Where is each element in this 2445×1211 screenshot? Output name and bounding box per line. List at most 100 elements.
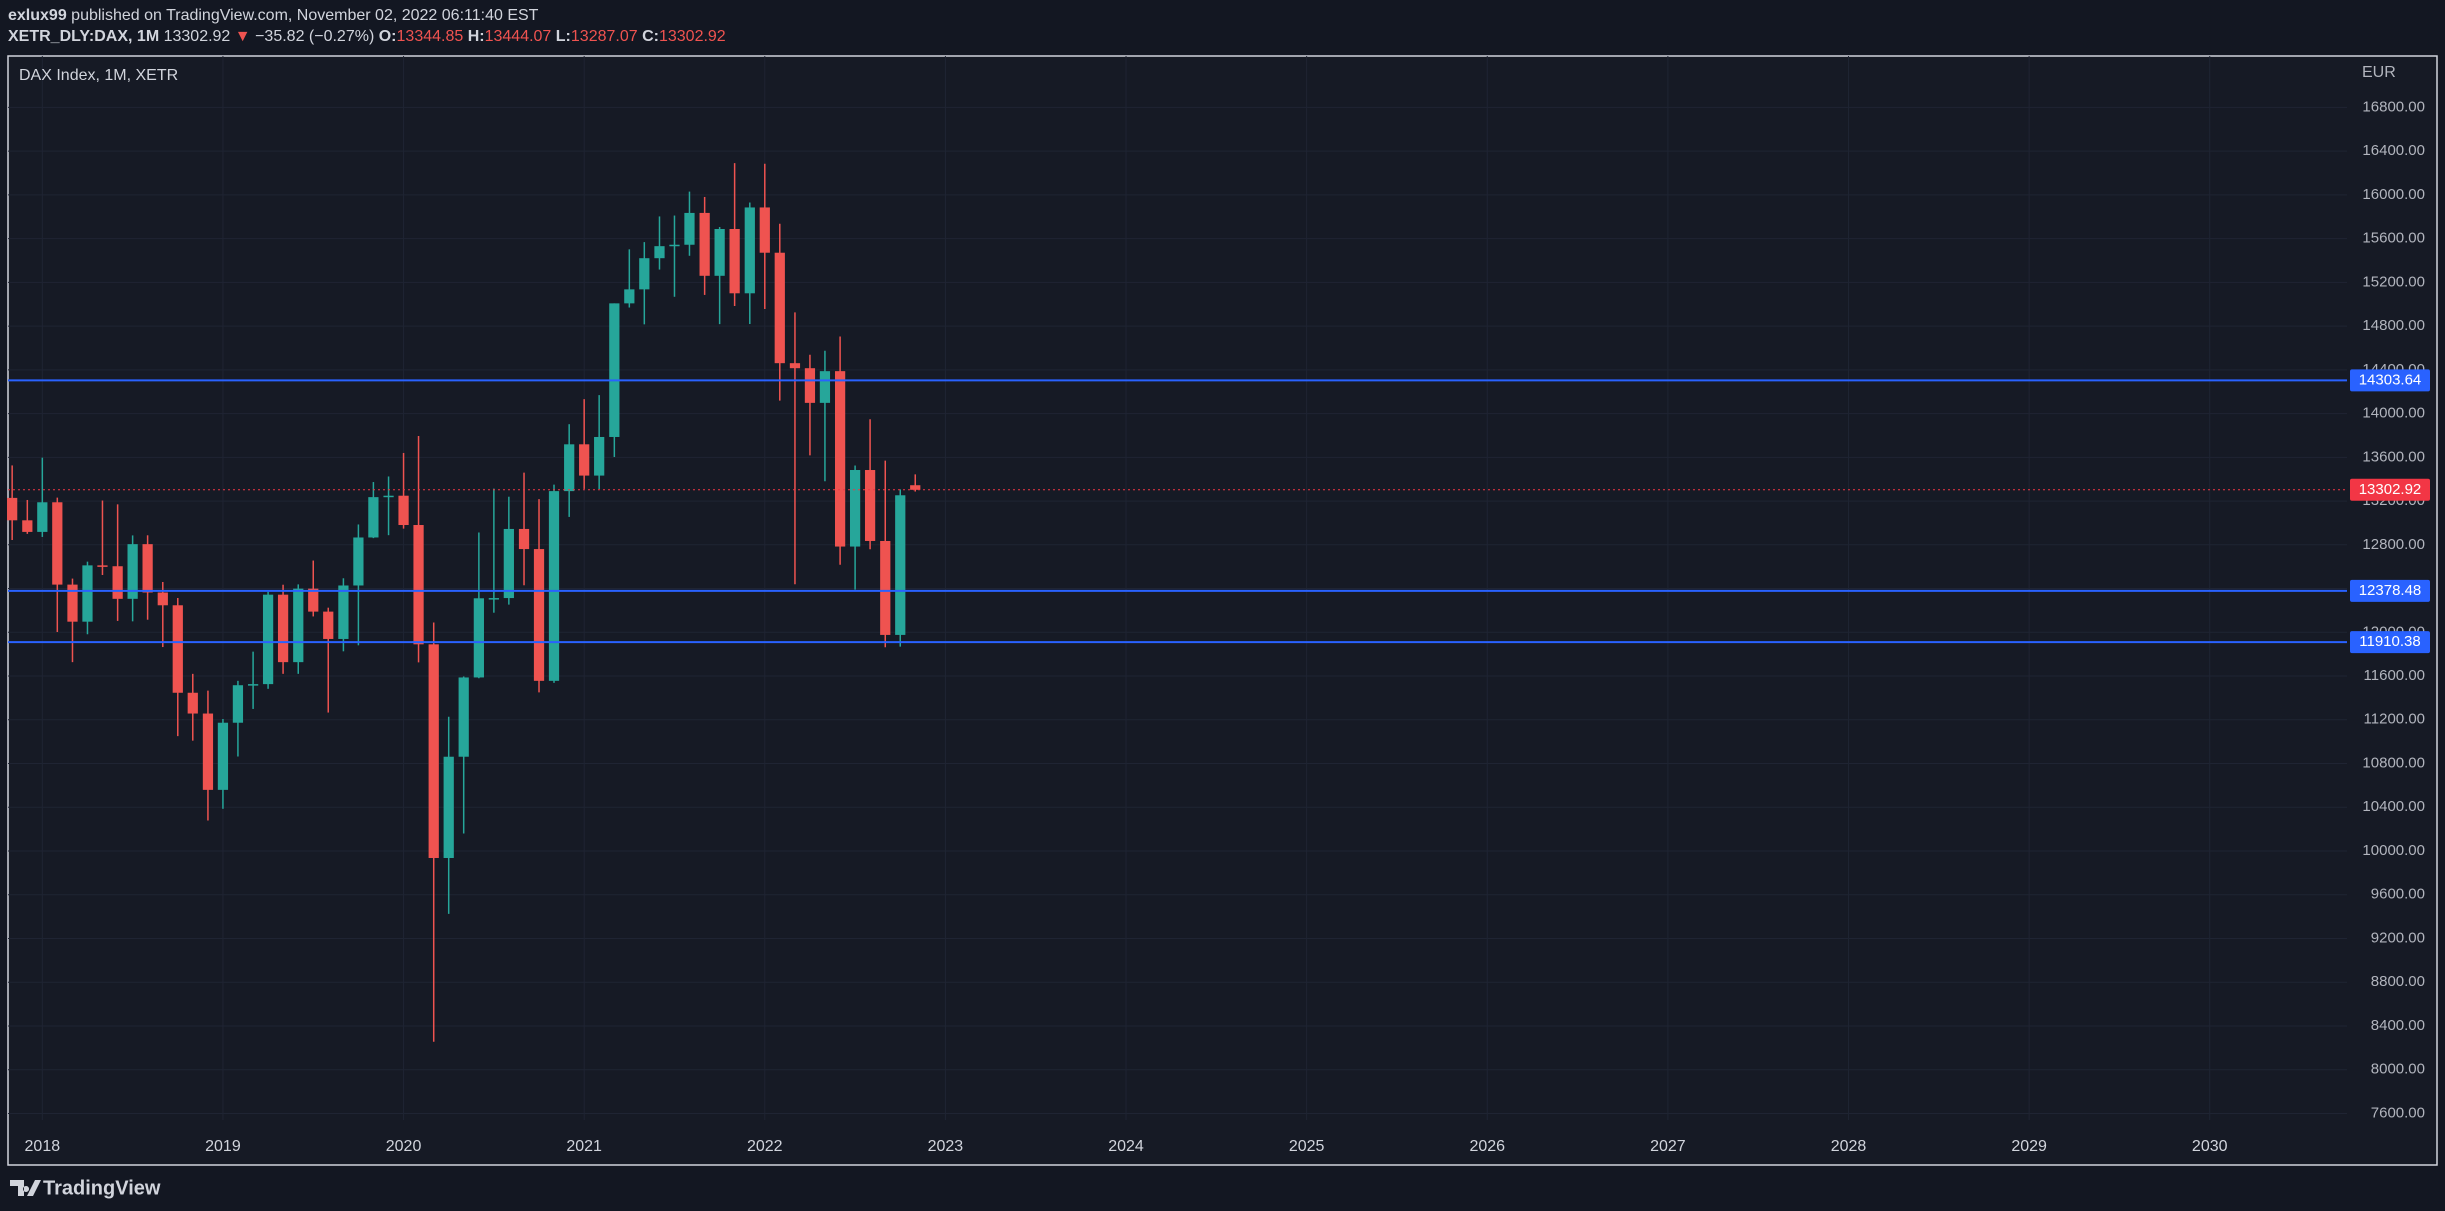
arrow: ▼ <box>235 28 251 45</box>
c-label: C: <box>642 28 659 45</box>
last: 13302.92 <box>164 28 231 45</box>
x-tick-label: 2028 <box>1831 1138 1867 1155</box>
author-name: exlux99 <box>8 7 67 24</box>
change: −35.82 (−0.27%) <box>255 28 374 45</box>
x-tick-label: 2023 <box>928 1138 964 1155</box>
x-tick-label: 2026 <box>1469 1138 1505 1155</box>
horizontal-line-tag <box>2350 369 2430 392</box>
candle-body <box>52 502 63 585</box>
candle-body <box>564 444 575 492</box>
y-tick-label: 9200.00 <box>2371 929 2425 946</box>
author: exlux99 published on TradingView.com, No… <box>8 7 539 24</box>
candle-body <box>293 588 304 663</box>
candle-body <box>247 684 259 686</box>
chart-frame <box>7 55 2438 1166</box>
x-tick-label: 2025 <box>1289 1138 1325 1155</box>
candle-body <box>413 525 424 645</box>
x-tick-label: 2021 <box>566 1138 602 1155</box>
y-tick-label: 16800.00 <box>2362 98 2425 115</box>
price-line-tag <box>2350 478 2430 501</box>
candle-body <box>849 470 861 547</box>
candle-body <box>699 212 710 276</box>
o-label: O: <box>379 28 397 45</box>
candle-body <box>488 598 499 600</box>
candle-body <box>308 588 319 612</box>
low: 13287.07 <box>571 28 638 45</box>
candle-body <box>82 565 93 622</box>
y-tick-label: 9600.00 <box>2371 886 2425 903</box>
candle-body <box>518 528 530 550</box>
candle-body <box>232 685 244 723</box>
y-tick-label: 8000.00 <box>2371 1061 2425 1078</box>
candle-body <box>880 540 891 635</box>
x-tick-label: 2024 <box>1108 1138 1144 1155</box>
candle-body <box>819 371 831 403</box>
candle-body <box>353 537 364 586</box>
y-tick-label: 8800.00 <box>2371 973 2425 990</box>
candle-body <box>262 594 274 685</box>
logo-icon <box>10 1180 41 1196</box>
candle-body <box>338 585 349 639</box>
candle-body <box>669 244 680 247</box>
candle-body <box>368 497 379 538</box>
candle-body <box>548 491 560 681</box>
y-tick-label: 11600.00 <box>2364 667 2425 684</box>
y-tick-label: 12800.00 <box>2362 536 2425 553</box>
candle-body <box>804 368 816 403</box>
candle-body <box>383 495 394 498</box>
brand: TradingView <box>43 1177 161 1199</box>
candle-body <box>744 207 755 294</box>
candle-body <box>864 470 876 541</box>
horizontal-line-label: 14303.64 <box>2359 371 2422 388</box>
candle-body <box>67 584 78 622</box>
h-label: H: <box>468 28 485 45</box>
logo: TradingView <box>10 1177 161 1199</box>
candle-body <box>187 692 198 714</box>
candle-body <box>157 592 168 606</box>
candle-body <box>112 566 123 599</box>
candle-body <box>7 497 18 521</box>
symbol-line: XETR_DLY:DAX, 1M 13302.92 ▼ −35.82 (−0.2… <box>8 28 726 45</box>
y-tick-label: 15200.00 <box>2362 273 2425 290</box>
l-label: L: <box>556 28 571 45</box>
candle-body <box>127 544 138 599</box>
currency: EUR <box>2362 64 2396 81</box>
y-tick-label: 14000.00 <box>2362 405 2425 422</box>
candle-body <box>323 611 334 639</box>
candle-body <box>458 677 469 757</box>
candle-body <box>624 289 635 304</box>
y-tick-label: 13600.00 <box>2362 448 2425 465</box>
candle-body <box>428 644 439 858</box>
horizontal-line-label: 11910.38 <box>2359 633 2420 650</box>
high: 13444.07 <box>485 28 552 45</box>
x-tick-label: 2022 <box>747 1138 783 1155</box>
horizontal-line-tag <box>2350 579 2430 602</box>
candle-body <box>714 228 725 276</box>
y-tick-label: 15600.00 <box>2362 230 2425 247</box>
candle-body <box>22 520 33 532</box>
close: 13302.92 <box>659 28 726 45</box>
plot: 7600.00 8000.00 8400.00 8800.00 9200.00 9600.… <box>7 56 2430 1155</box>
candle-body <box>774 252 785 364</box>
horizontal-line-tag <box>2350 631 2430 654</box>
y-tick-label: 10000.00 <box>2362 842 2425 859</box>
x-tick-label: 2019 <box>205 1138 241 1155</box>
candle-body <box>789 363 801 369</box>
candle-body <box>217 722 229 790</box>
y-tick-label: 8400.00 <box>2371 1017 2425 1034</box>
candle-body <box>895 495 906 635</box>
candle-body <box>172 605 183 693</box>
candle-body <box>277 594 289 663</box>
y-tick-label: 14800.00 <box>2362 317 2425 334</box>
x-tick-label: 2020 <box>386 1138 422 1155</box>
y-tick-label: 10400.00 <box>2362 798 2425 815</box>
horizontal-line-label: 12378.48 <box>2359 582 2422 599</box>
candle-body <box>533 549 545 681</box>
candle-body <box>729 228 740 294</box>
y-tick-label: 16000.00 <box>2362 186 2425 203</box>
x-tick-label: 2029 <box>2011 1138 2047 1155</box>
candle-body <box>639 258 650 290</box>
x-tick-label: 2018 <box>25 1138 61 1155</box>
